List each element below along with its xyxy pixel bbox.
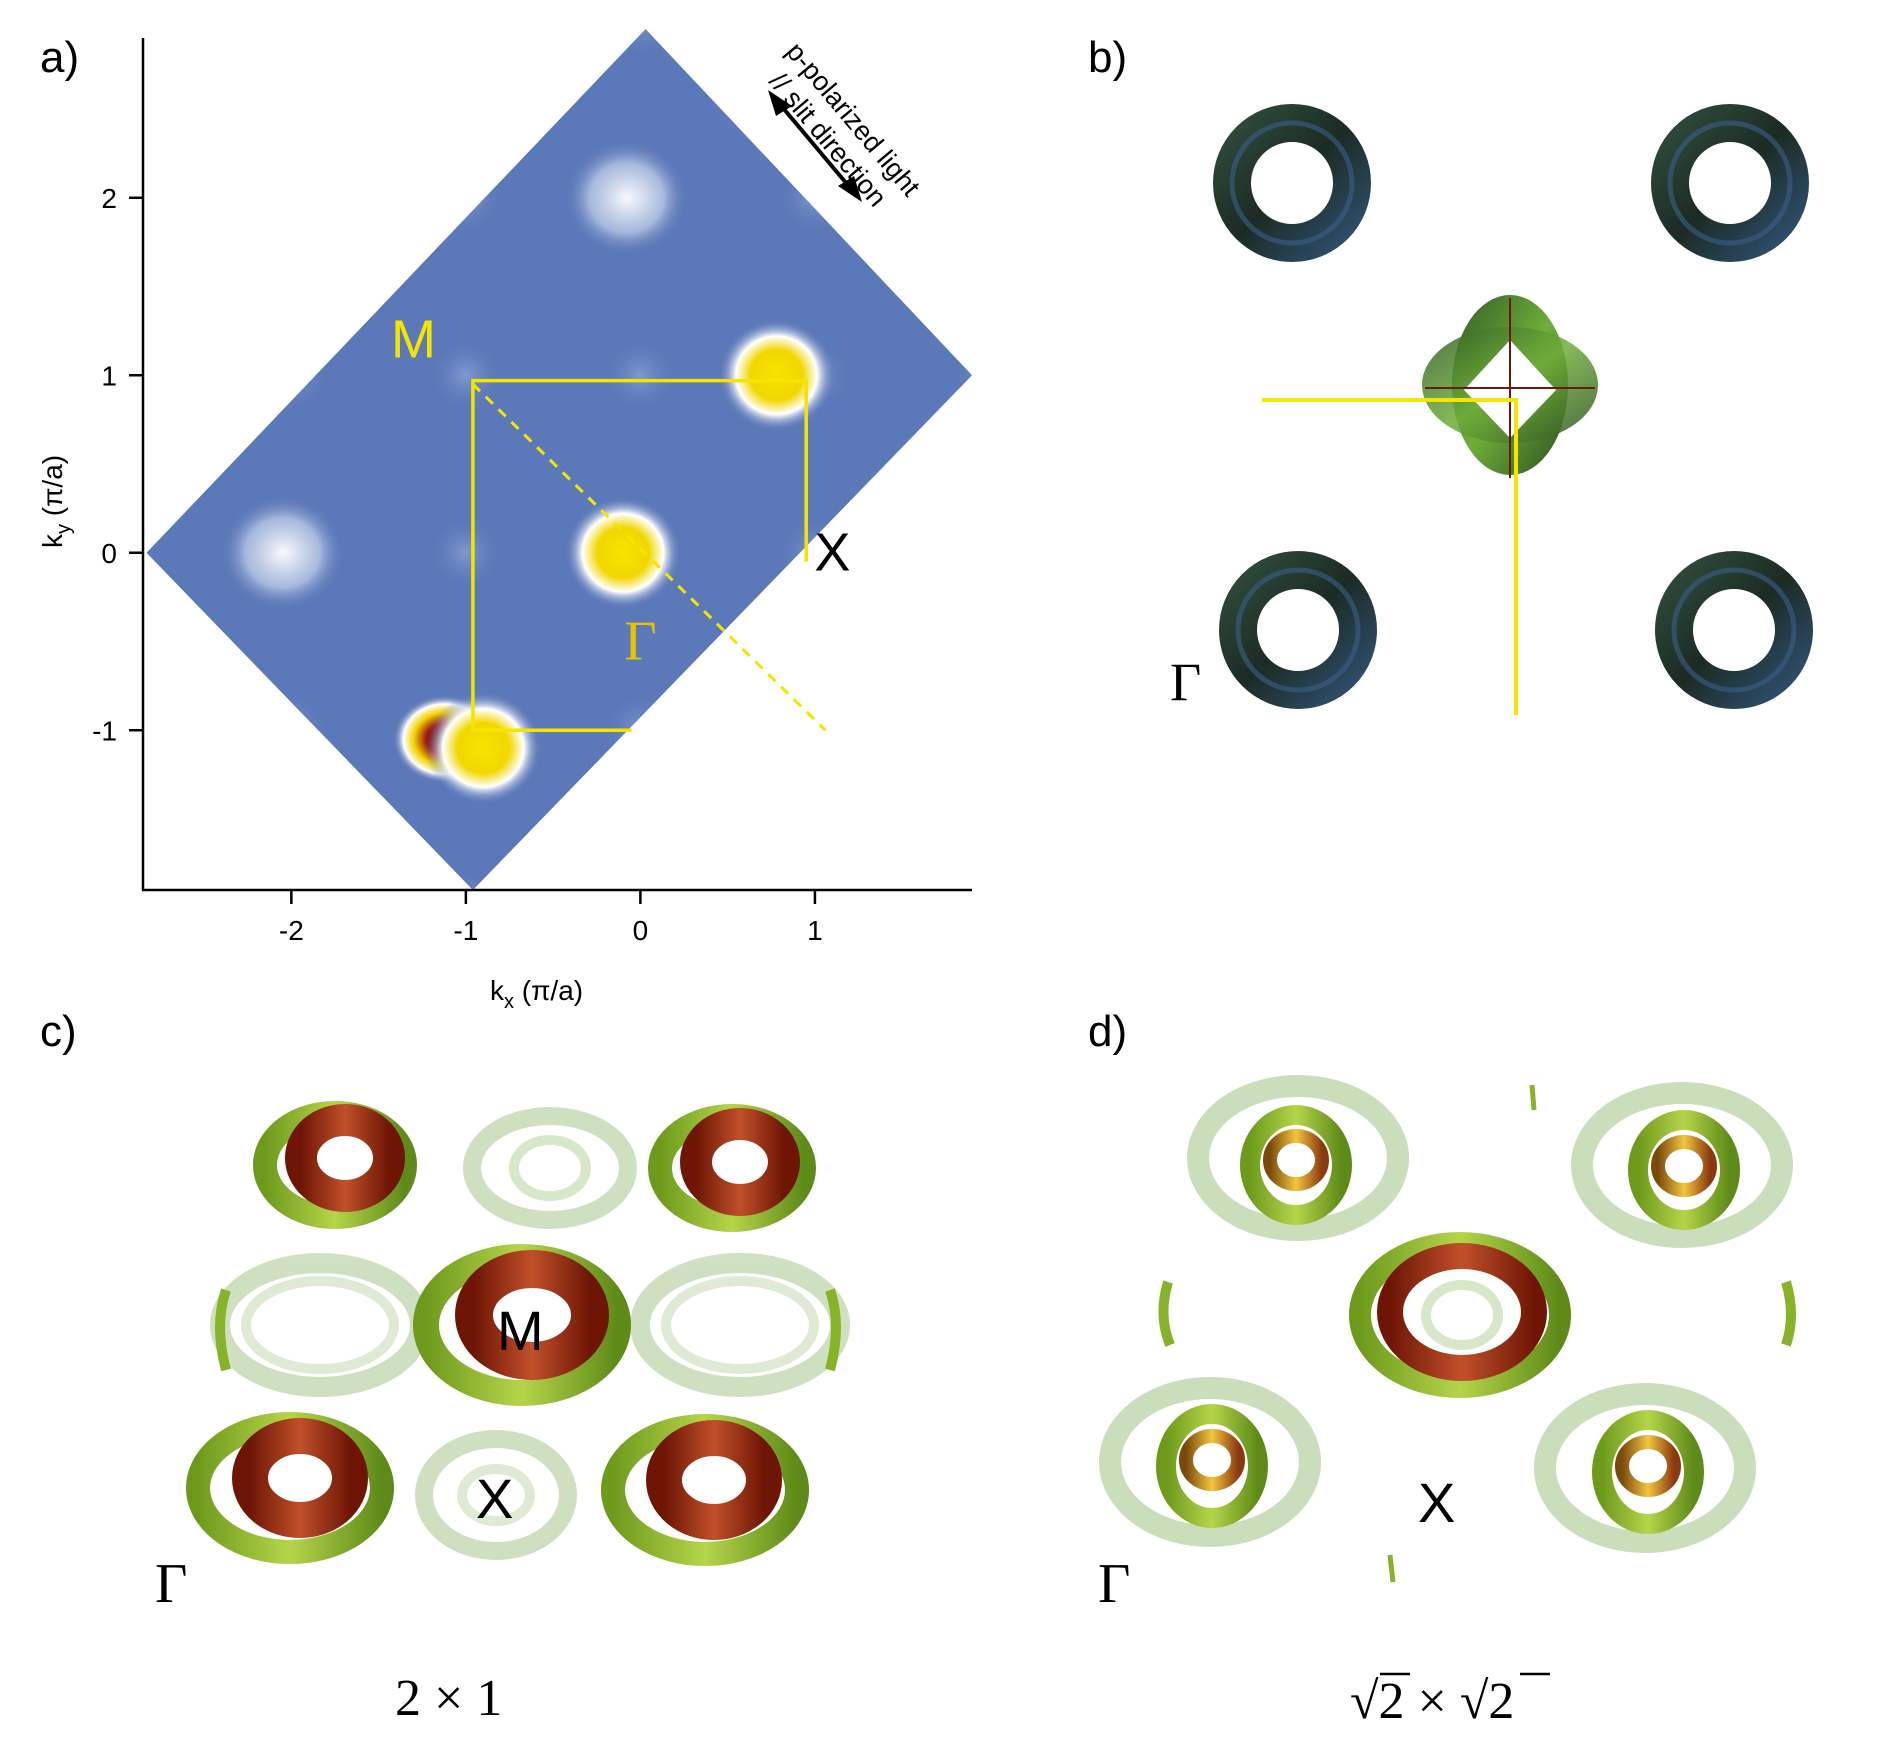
faint-pocket: [951, 692, 972, 769]
faint-pocket: [253, 29, 330, 59]
pocket-d-top-left: [1187, 1075, 1409, 1241]
hotspots: [220, 139, 835, 804]
panel-d: d) X Γ: [1088, 1007, 1796, 1730]
center-pocket: [1422, 295, 1598, 478]
panel-a-label: a): [40, 33, 79, 82]
symmetry-label-gamma: Γ: [624, 610, 656, 672]
pocket-bottom-left: [186, 1412, 394, 1564]
faint-pocket: [427, 337, 504, 414]
faded-edge-right: [825, 1288, 841, 1372]
panel-b-label: b): [1088, 33, 1127, 82]
faint-pocket: [427, 159, 504, 236]
hotspot-yellow: [718, 319, 835, 432]
panel-c-gamma-label: Γ: [155, 1553, 187, 1615]
pocket-d-center: [1349, 1232, 1571, 1398]
x-tick-label: 0: [633, 915, 649, 946]
caption-num-b: 2: [1488, 1673, 1514, 1730]
brillouin-zone-path: [471, 378, 808, 731]
pocket-top-left: [253, 1101, 417, 1229]
pocket-d-edge-left: [1158, 1280, 1175, 1347]
caption-num-a: 2: [1379, 1673, 1405, 1730]
pocket-d-top-right: [1571, 1082, 1793, 1248]
faint-pocket: [776, 692, 853, 769]
y-tick-label: 1: [101, 360, 117, 391]
x-tick-label: -1: [453, 915, 478, 946]
panel-c: c): [40, 1007, 850, 1727]
pocket-bottom-right: [601, 1414, 809, 1566]
panel-b-gamma-label: Γ: [1170, 652, 1201, 712]
panel-c-m-label: M: [497, 1299, 544, 1362]
panel-b: b) Γ: [1088, 33, 1813, 715]
pocket-d-bottom-left: [1099, 1377, 1321, 1547]
pocket-d-tick-bottom: [1387, 1554, 1396, 1583]
faint-pocket: [951, 514, 972, 591]
zone-boundary-lines: [1262, 398, 1518, 715]
symmetry-point-labels: M Γ X: [391, 310, 850, 673]
polarization-arrow: [776, 100, 854, 192]
faint-pocket: [951, 159, 972, 236]
panel-c-label: c): [40, 1007, 77, 1056]
pocket-top-right: [648, 1104, 816, 1232]
hotspot-white: [564, 139, 689, 256]
faint-pocket: [602, 337, 679, 414]
x-axis-label: kx (π/a): [490, 975, 583, 1013]
y-tick-label: -1: [92, 715, 117, 746]
faded-edge-left: [215, 1288, 231, 1372]
panel-d-x-label: X: [1418, 1471, 1455, 1534]
arrow-head-top: [768, 90, 792, 116]
panel-c-x-label: X: [476, 1467, 513, 1530]
symmetry-label-m: M: [391, 310, 436, 370]
panel-a: a) -2 -1 0 1 -1 0 1 2 kx (π/a) ky (π/a) M Γ X: [37, 29, 972, 1013]
y-ticks: -1 0 1 2: [92, 183, 143, 746]
y-axis-label: ky (π/a): [37, 455, 75, 548]
x-ticks: -2 -1 0 1: [279, 890, 823, 946]
caption-times: ×: [1405, 1673, 1460, 1730]
panel-d-gamma-label: Γ: [1098, 1553, 1130, 1615]
faded-pocket-bottom-center: [415, 1430, 577, 1560]
x-tick-label: 1: [807, 915, 823, 946]
arrow-head-bottom: [838, 176, 862, 202]
map-region: [146, 29, 972, 891]
ring-pocket-top-left: [1213, 104, 1371, 262]
faint-pocket: [427, 29, 504, 59]
symmetry-label-x: X: [814, 523, 850, 583]
faint-pocket: [427, 514, 504, 591]
faint-pocket: [602, 29, 679, 59]
ring-pocket-top-right: [1651, 104, 1809, 262]
faint-pocket: [951, 29, 972, 59]
panel-d-label: d): [1088, 1007, 1127, 1056]
pocket-d-tick-top: [1529, 1084, 1537, 1111]
faded-pocket-top-center: [463, 1107, 637, 1229]
faded-pocket-mid-right: [630, 1253, 850, 1397]
hotspot-white: [220, 494, 345, 611]
faint-pocket: [253, 159, 330, 236]
panel-c-caption: 2 × 1: [395, 1670, 502, 1727]
svg-text:√2 × √2: √2 × √2: [1350, 1673, 1514, 1730]
caption-sqrt-b: √: [1460, 1673, 1489, 1730]
faint-pocket: [951, 337, 972, 414]
y-tick-label: 2: [101, 183, 117, 214]
faded-pocket-mid-left: [210, 1253, 430, 1397]
ring-pocket-bottom-right: [1655, 551, 1813, 709]
ring-pocket-bottom-left: [1219, 551, 1377, 709]
hotspot-yellow: [564, 496, 681, 609]
x-tick-label: -2: [279, 915, 304, 946]
pocket-d-bottom-right: [1534, 1383, 1756, 1553]
panel-d-caption: √2 × √2: [1350, 1672, 1550, 1730]
caption-sqrt-a: √: [1350, 1673, 1379, 1730]
hotspot-yellow: [425, 692, 542, 804]
pocket-center-m: [413, 1244, 631, 1406]
faint-pocket: [253, 337, 330, 414]
faint-pocket: [951, 869, 972, 891]
y-tick-label: 0: [101, 538, 117, 569]
faint-pocket: [253, 692, 330, 769]
pocket-d-edge-right: [1781, 1280, 1796, 1347]
